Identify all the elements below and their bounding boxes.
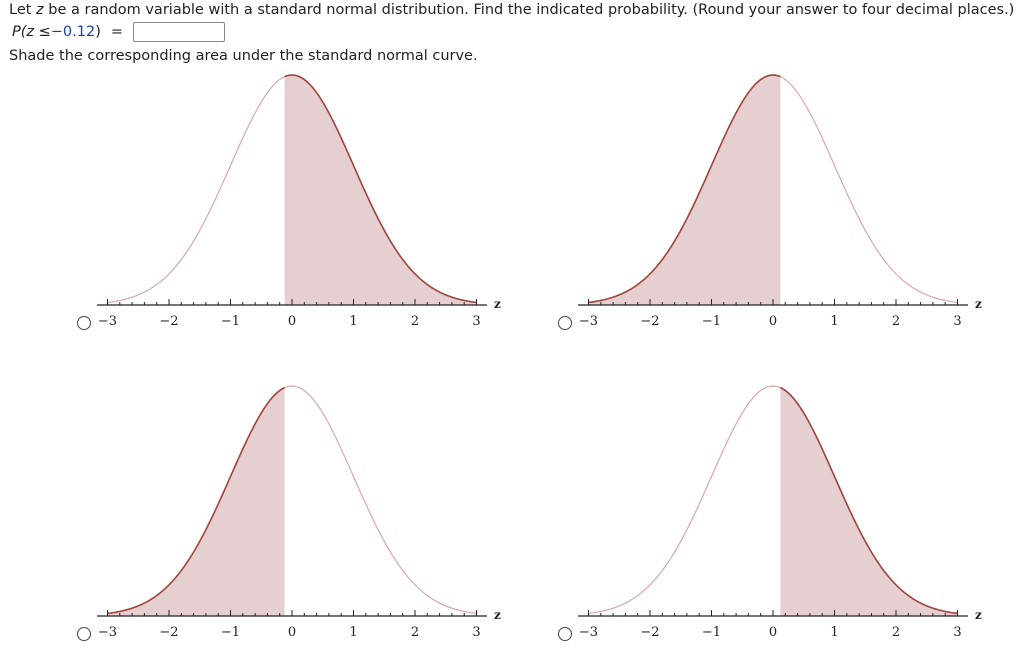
question-suffix: be a random variable with a standard nor… [43, 2, 1015, 18]
option-a-radio[interactable] [77, 316, 91, 330]
option-b-panel: −3 −2 −1 0 1 2 3 z [481, 0, 982, 330]
axis-label-z: z [494, 297, 501, 311]
tick-label: −2 [640, 314, 659, 329]
tick-label: 1 [349, 314, 357, 329]
normal-curve [588, 385, 958, 615]
tick-label: 1 [830, 625, 838, 640]
answer-input[interactable] [133, 22, 226, 42]
tick-label: −2 [159, 314, 178, 329]
normal-curve-chart: −3 −2 −1 0 1 2 3z [97, 74, 501, 329]
tick-label: −3 [98, 314, 117, 329]
tick-label: 1 [830, 314, 838, 329]
tick-label: 3 [953, 314, 961, 329]
shaded-curve-edge [588, 74, 781, 304]
tick-label: 0 [769, 625, 777, 640]
option-a-panel: −3 −2 −1 0 1 2 3 z [0, 0, 501, 330]
option-c-panel: −3 −2 −1 0 1 2 3 z [0, 311, 501, 641]
shaded-area [780, 387, 958, 616]
tick-label: 1 [349, 625, 357, 640]
instruction-text: Shade the corresponding area under the s… [9, 48, 478, 64]
tick-label: −2 [159, 625, 178, 640]
question-text: Let z be a random variable with a standa… [9, 2, 1014, 18]
tick-label: −1 [702, 314, 721, 329]
tick-label: −3 [98, 625, 117, 640]
tick-label: −1 [221, 625, 240, 640]
prob-suffix: ) [95, 24, 101, 40]
tick-label: 3 [953, 625, 961, 640]
normal-curve-chart: −3 −2 −1 0 1 2 3z [578, 74, 982, 329]
shaded-area [107, 387, 285, 616]
axis-label-z: z [975, 608, 982, 622]
option-d-panel: −3 −2 −1 0 1 2 3 z [481, 311, 982, 641]
probability-expression: P(z ≤ −0.12) = [12, 22, 226, 42]
tick-label: 3 [472, 314, 480, 329]
tick-label: 2 [411, 625, 419, 640]
normal-curve-chart: −3 −2 −1 0 1 2 3z [97, 385, 501, 640]
tick-label: −3 [579, 314, 598, 329]
shaded-curve-edge [780, 386, 958, 615]
normal-curve [107, 385, 477, 615]
question-prefix: Let [9, 2, 37, 18]
prob-value: −0.12 [50, 24, 96, 40]
tick-label: −1 [702, 625, 721, 640]
tick-label: 0 [288, 314, 296, 329]
option-d-radio[interactable] [558, 627, 572, 641]
option-c-radio[interactable] [77, 627, 91, 641]
option-b-radio[interactable] [558, 316, 572, 330]
normal-curve-chart: −3 −2 −1 0 1 2 3z [578, 385, 982, 640]
prob-prefix: P(z ≤ [12, 24, 51, 40]
shaded-curve-edge [284, 74, 477, 304]
tick-label: 2 [892, 625, 900, 640]
shaded-area [284, 75, 477, 305]
tick-label: −1 [221, 314, 240, 329]
axis-label-z: z [975, 297, 982, 311]
tick-label: −2 [640, 625, 659, 640]
tick-label: 2 [411, 314, 419, 329]
axis-label-z: z [494, 608, 501, 622]
shaded-area [588, 75, 781, 305]
tick-label: 0 [769, 314, 777, 329]
shaded-curve-edge [107, 386, 285, 615]
tick-label: 0 [288, 625, 296, 640]
equals-sign: = [110, 24, 124, 40]
variable-z: z [36, 2, 44, 18]
tick-label: 3 [472, 625, 480, 640]
tick-label: 2 [892, 314, 900, 329]
tick-label: −3 [579, 625, 598, 640]
